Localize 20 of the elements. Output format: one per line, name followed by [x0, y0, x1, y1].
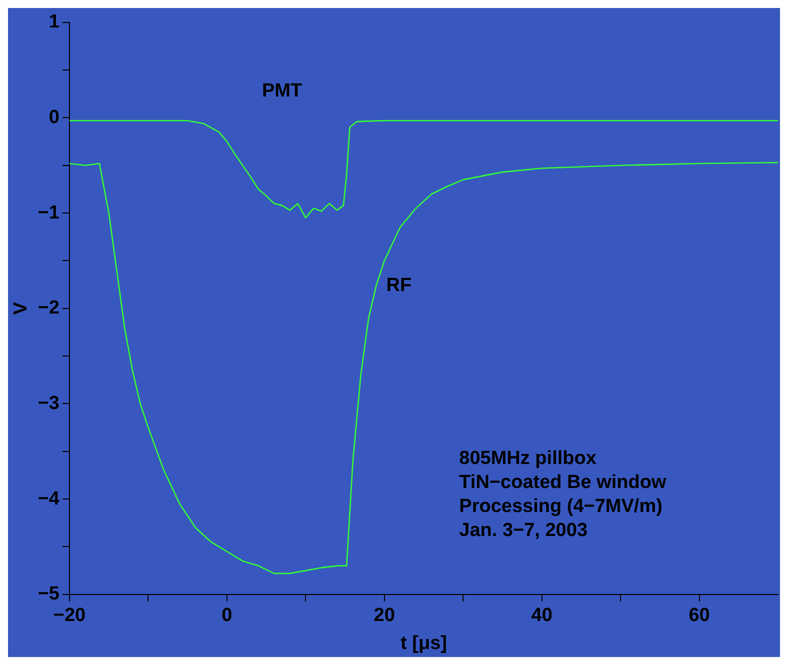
- y-axis-title: V: [10, 302, 32, 315]
- y-tick-label: −5: [38, 584, 60, 605]
- annotation: Processing (4−7MV/m): [459, 496, 662, 518]
- annotation: TiN−coated Be window: [459, 472, 666, 494]
- annotation: 805MHz pillbox: [459, 448, 597, 470]
- text: PMT: [262, 80, 302, 102]
- y-tick-label: −1: [38, 202, 60, 224]
- series-label: RF: [386, 274, 412, 296]
- y-tick-label: −2: [38, 298, 60, 319]
- y-tick-label: −4: [38, 488, 60, 510]
- x-tick-label: −20: [53, 605, 86, 626]
- x-tick-label: 20: [374, 605, 395, 626]
- annotation: Jan. 3−7, 2003: [459, 520, 588, 542]
- x-tick-label: 0: [222, 605, 232, 626]
- x-axis-title: t [μs]: [400, 632, 447, 654]
- x-tick-label: 40: [531, 605, 552, 626]
- y-tick-label: −3: [38, 392, 60, 414]
- y-tick-label: 1: [48, 12, 60, 33]
- x-tick-label: 60: [688, 605, 710, 626]
- y-tick-label: 0: [48, 106, 60, 128]
